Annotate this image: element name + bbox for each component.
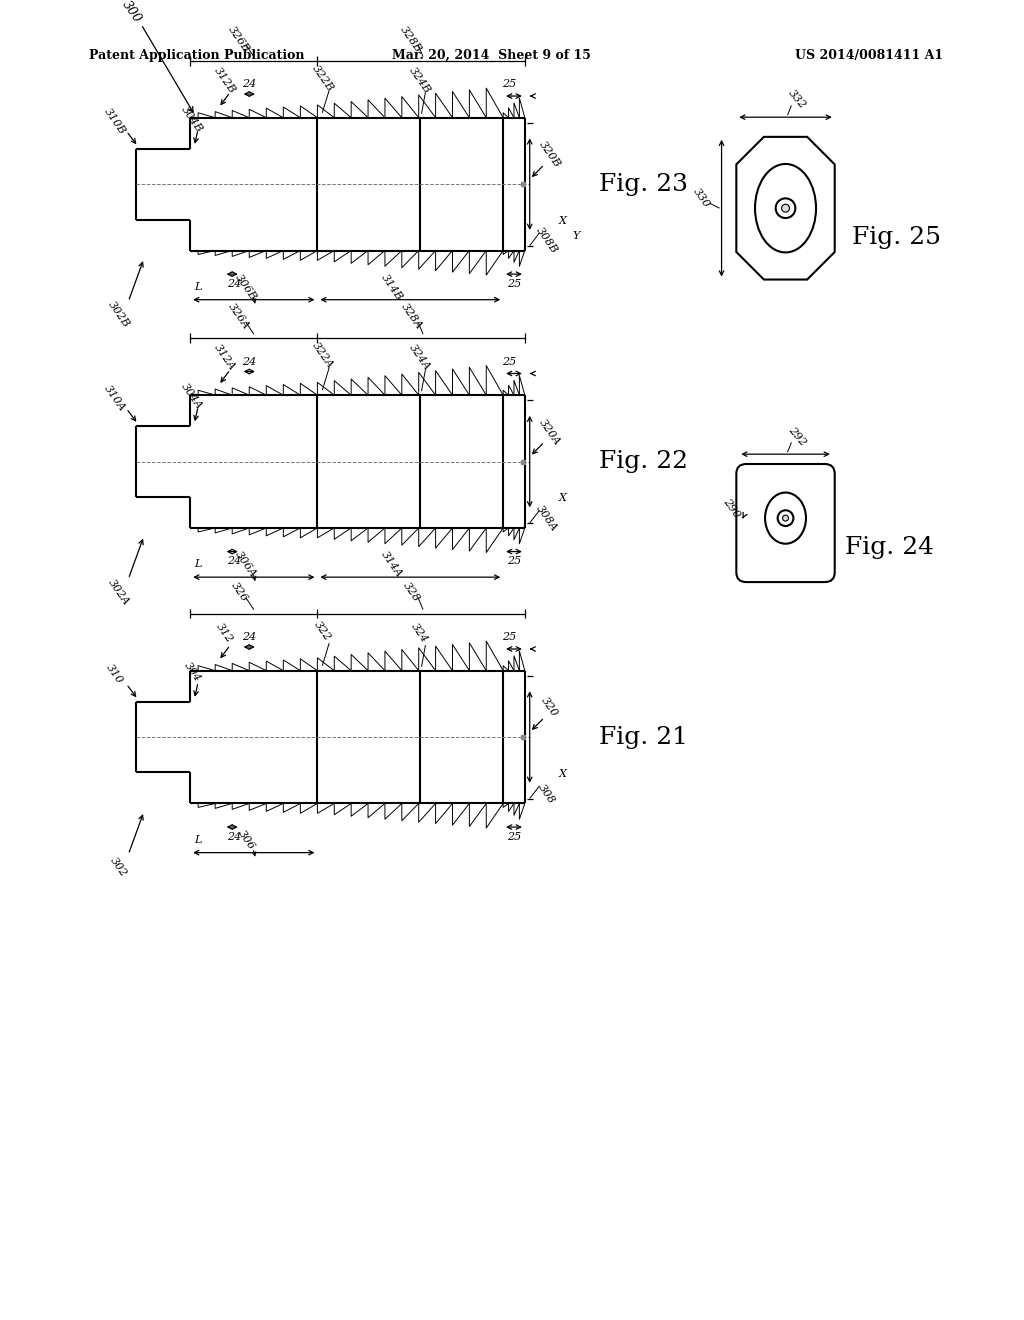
- Text: 302: 302: [109, 855, 129, 879]
- Text: 25: 25: [507, 557, 521, 566]
- Text: 25: 25: [507, 279, 521, 289]
- Text: 24: 24: [242, 356, 256, 367]
- Circle shape: [776, 198, 796, 218]
- Text: 308A: 308A: [534, 503, 559, 533]
- FancyBboxPatch shape: [736, 465, 835, 582]
- Text: 306A: 306A: [233, 549, 258, 579]
- Text: 324: 324: [410, 622, 430, 645]
- Text: Fig. 24: Fig. 24: [845, 536, 934, 560]
- Polygon shape: [736, 137, 835, 280]
- Text: Fig. 25: Fig. 25: [852, 226, 941, 249]
- Text: 322B: 322B: [309, 63, 335, 94]
- Text: 322A: 322A: [310, 341, 335, 371]
- Text: 328B: 328B: [398, 24, 424, 54]
- Text: Fig. 21: Fig. 21: [599, 726, 687, 748]
- Text: 290: 290: [721, 496, 741, 520]
- Text: 308B: 308B: [534, 226, 559, 256]
- Text: L: L: [195, 282, 202, 292]
- Circle shape: [781, 205, 790, 213]
- Text: X: X: [558, 770, 566, 779]
- Text: 24: 24: [227, 832, 242, 842]
- Text: 25: 25: [502, 632, 516, 642]
- Text: L: L: [195, 834, 202, 845]
- Text: 25: 25: [502, 79, 516, 90]
- Text: 332: 332: [786, 88, 808, 111]
- Text: 326A: 326A: [226, 301, 252, 331]
- Text: 328: 328: [401, 581, 422, 603]
- Text: 300: 300: [119, 0, 143, 25]
- Text: 310: 310: [104, 663, 125, 685]
- Text: 25: 25: [507, 832, 521, 842]
- Text: 324A: 324A: [407, 343, 432, 372]
- Text: Y: Y: [572, 231, 580, 240]
- Text: 322: 322: [312, 619, 333, 643]
- Circle shape: [777, 511, 794, 525]
- Text: Fig. 23: Fig. 23: [599, 173, 687, 195]
- Text: 312B: 312B: [212, 66, 237, 95]
- Text: 306: 306: [236, 828, 256, 851]
- Text: Fig. 22: Fig. 22: [599, 450, 687, 473]
- Text: X: X: [558, 494, 566, 503]
- Text: US 2014/0081411 A1: US 2014/0081411 A1: [795, 49, 943, 62]
- Text: 330: 330: [691, 186, 712, 210]
- Text: 24: 24: [242, 632, 256, 642]
- Text: X: X: [558, 216, 566, 226]
- Text: 320B: 320B: [537, 140, 562, 169]
- Ellipse shape: [765, 492, 806, 544]
- Text: L: L: [195, 560, 202, 569]
- Text: 326B: 326B: [226, 24, 252, 54]
- Ellipse shape: [755, 164, 816, 252]
- Text: 24: 24: [227, 557, 242, 566]
- Text: 328A: 328A: [398, 301, 424, 331]
- Text: 320A: 320A: [537, 417, 562, 447]
- Circle shape: [782, 515, 788, 521]
- Text: 312: 312: [214, 622, 234, 645]
- Text: 25: 25: [502, 356, 516, 367]
- Text: 310A: 310A: [102, 384, 127, 413]
- Text: Patent Application Publication: Patent Application Publication: [89, 49, 304, 62]
- Text: 304B: 304B: [179, 104, 205, 135]
- Text: Mar. 20, 2014  Sheet 9 of 15: Mar. 20, 2014 Sheet 9 of 15: [392, 49, 591, 62]
- Text: 24: 24: [227, 279, 242, 289]
- Text: 308: 308: [537, 781, 557, 805]
- Text: 24: 24: [242, 79, 256, 90]
- Text: 292: 292: [786, 425, 808, 447]
- Text: 314A: 314A: [379, 549, 404, 579]
- Text: 310B: 310B: [102, 106, 127, 136]
- Text: 304A: 304A: [180, 381, 205, 412]
- Text: 314B: 314B: [379, 272, 404, 302]
- Text: 302A: 302A: [105, 577, 131, 607]
- Text: 312A: 312A: [212, 343, 237, 372]
- Text: 326: 326: [228, 581, 249, 603]
- Text: 304: 304: [182, 660, 203, 684]
- Text: 320: 320: [540, 696, 559, 719]
- Text: 306B: 306B: [233, 272, 259, 302]
- Text: 324B: 324B: [407, 66, 432, 95]
- Text: 302B: 302B: [105, 300, 131, 330]
